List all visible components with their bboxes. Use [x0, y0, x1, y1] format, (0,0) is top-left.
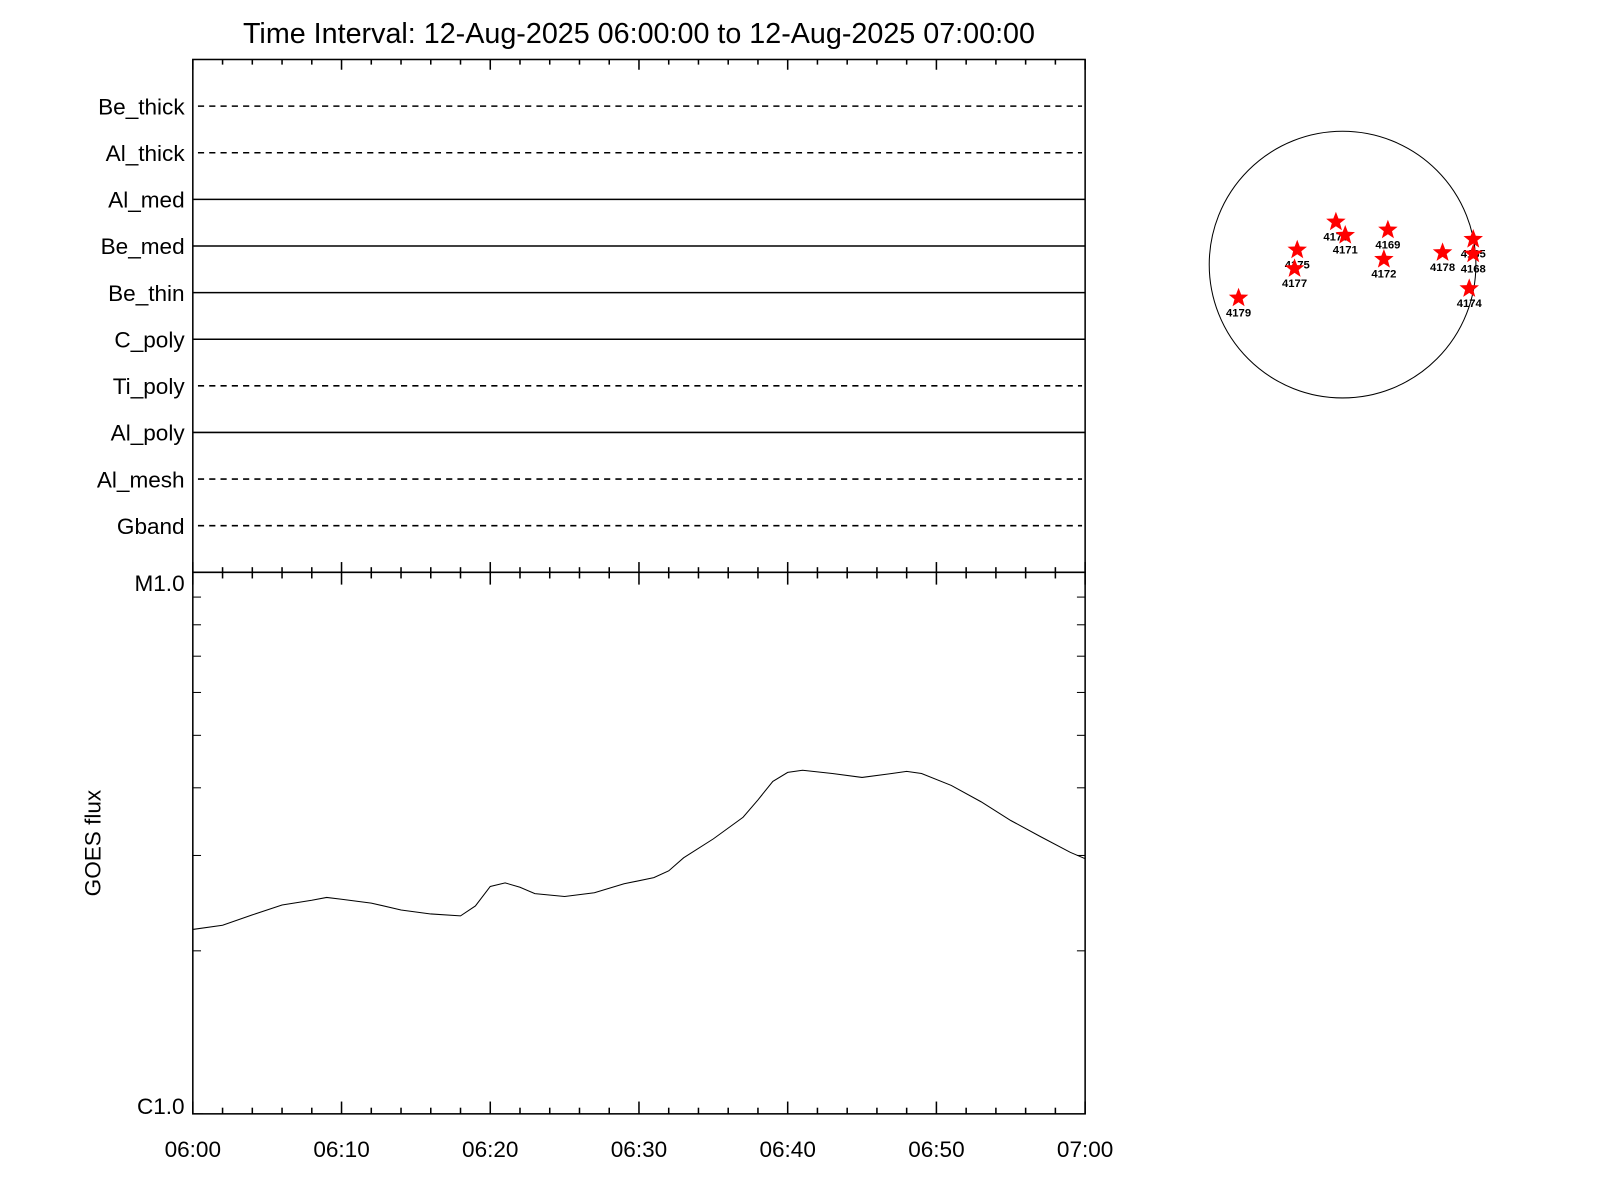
x-tick-label: 06:20 — [462, 1137, 518, 1162]
y-axis-label: GOES flux — [81, 789, 106, 896]
active-region-marker — [1459, 278, 1479, 297]
filter-label: Gband — [117, 514, 185, 539]
x-tick-label: 06:40 — [759, 1137, 815, 1162]
active-region-marker — [1335, 225, 1355, 244]
filter-label: Be_med — [101, 234, 185, 259]
x-tick-label: 06:00 — [165, 1137, 221, 1162]
filter-label: Ti_poly — [113, 374, 186, 399]
active-region-label: 4178 — [1430, 262, 1455, 274]
filter-label: C_poly — [114, 327, 185, 352]
x-tick-label: 06:10 — [313, 1137, 369, 1162]
active-region-marker — [1374, 249, 1394, 268]
x-tick-label: 06:30 — [611, 1137, 667, 1162]
active-region-label: 4171 — [1333, 245, 1358, 257]
filter-label: Al_poly — [111, 421, 186, 446]
active-region-label: 4172 — [1371, 269, 1396, 281]
active-region-label: 4176 — [1323, 231, 1348, 243]
active-region-label: 4169 — [1375, 239, 1400, 251]
active-region-label: 4174 — [1457, 298, 1483, 310]
goes-flux-line — [192, 769, 1086, 930]
y-tick-label: C1.0 — [137, 1094, 185, 1119]
active-region-label: 4168 — [1461, 263, 1486, 275]
active-region-marker — [1463, 243, 1483, 263]
active-region-marker — [1463, 229, 1483, 248]
x-tick-label: 07:00 — [1057, 1137, 1113, 1162]
active-region-label: 4179 — [1226, 307, 1251, 319]
active-region-marker — [1326, 211, 1346, 231]
active-region-marker — [1378, 219, 1398, 239]
filter-label: Al_mesh — [97, 467, 185, 492]
active-region-label: 4177 — [1282, 278, 1307, 290]
active-region-marker — [1432, 242, 1453, 261]
active-region-marker — [1284, 258, 1305, 277]
active-region-marker — [1287, 239, 1307, 259]
filter-label: Be_thin — [108, 281, 184, 306]
active-region-marker — [1228, 287, 1249, 307]
filter-label: Al_thick — [106, 141, 186, 166]
y-tick-label: M1.0 — [134, 571, 184, 596]
filter-label: Al_med — [108, 188, 184, 213]
solar-disk — [1208, 130, 1477, 399]
x-tick-label: 06:50 — [908, 1137, 964, 1162]
chart-title: Time Interval: 12-Aug-2025 06:00:00 to 1… — [243, 18, 1035, 50]
filter-label: Be_thick — [98, 94, 185, 119]
